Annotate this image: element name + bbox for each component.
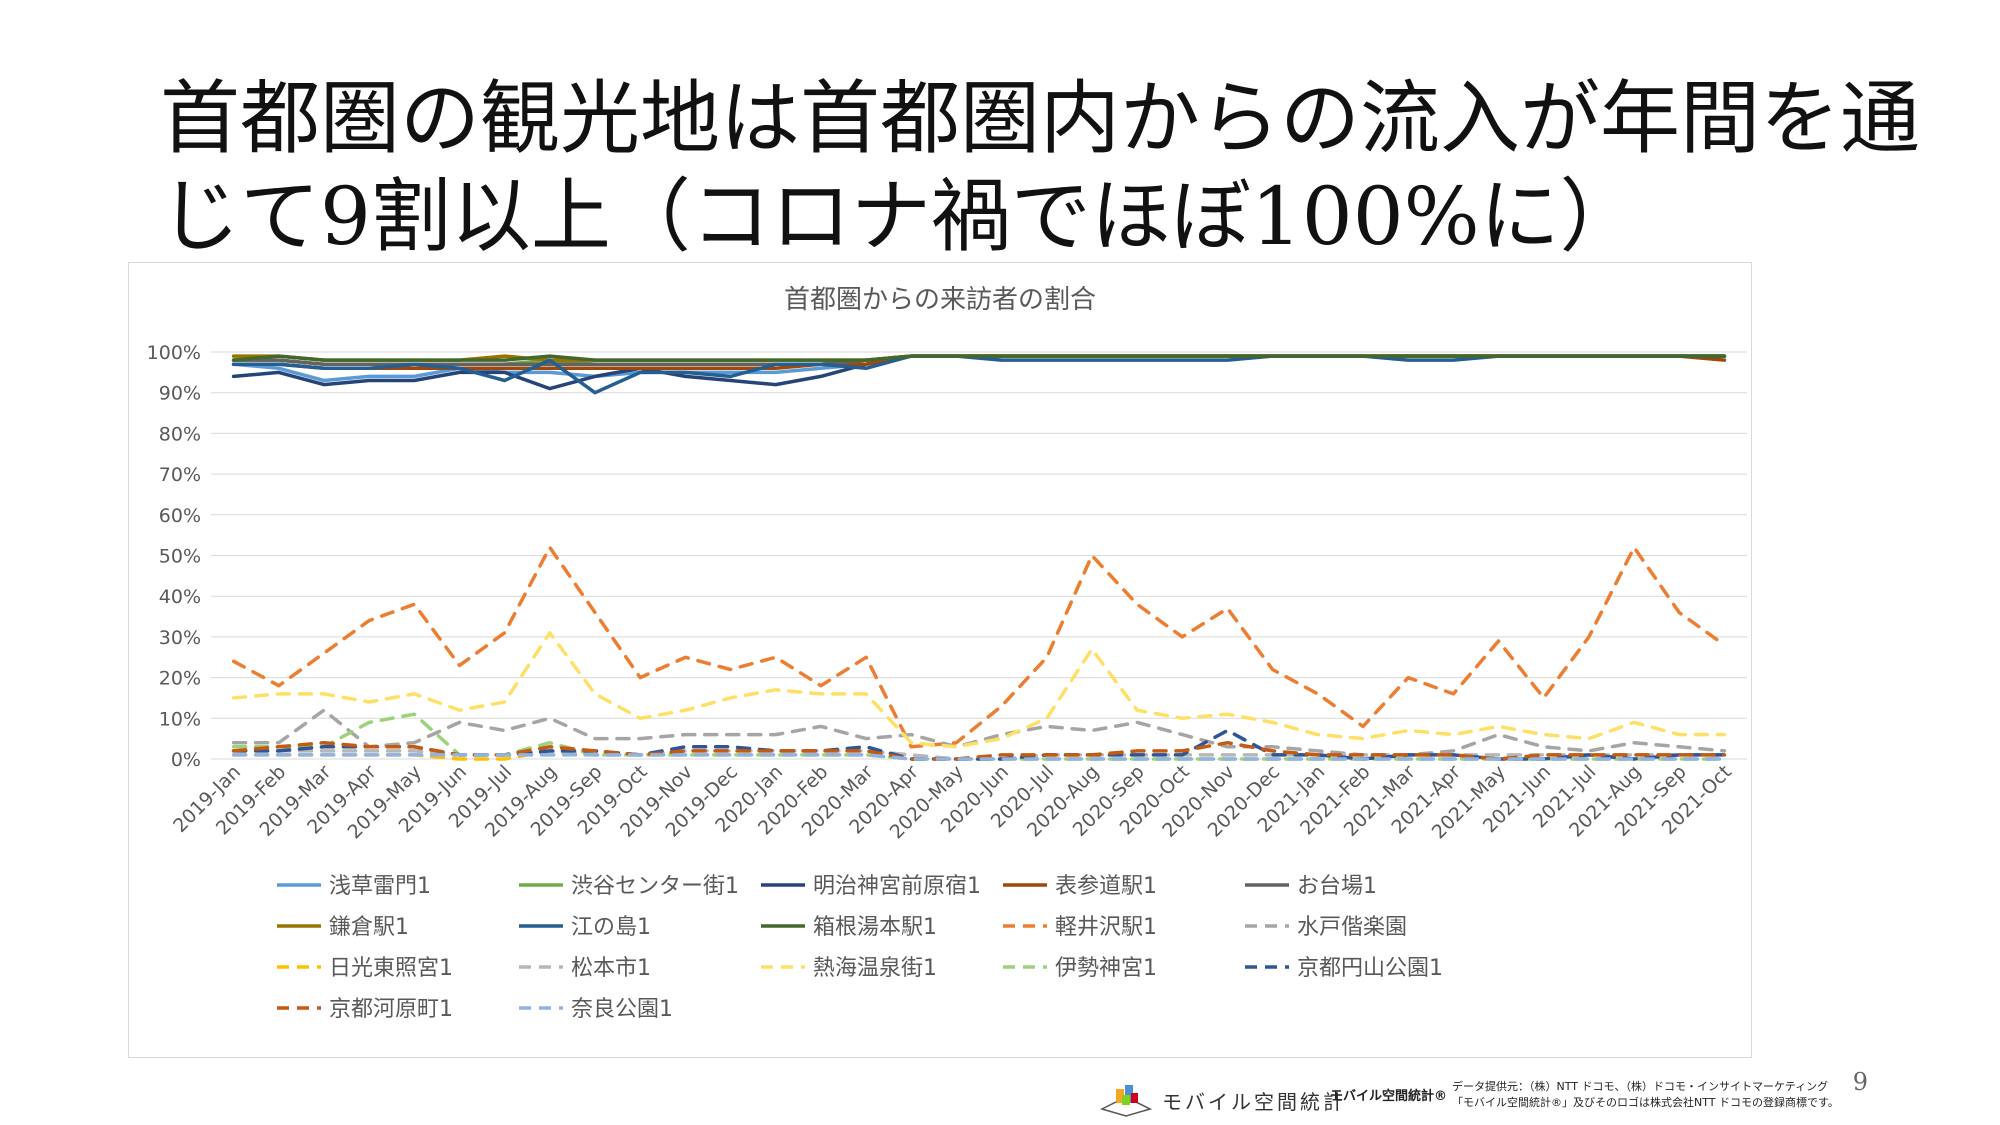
y-tick-label: 80% (159, 423, 201, 445)
legend-label: お台場1 (1297, 874, 1377, 899)
mobile-spatial-statistics-logo-icon (1100, 1085, 1152, 1117)
series-line-13 (231, 712, 1727, 761)
legend-label: 日光東照宮1 (329, 956, 453, 981)
legend-label: 軽井沢駅1 (1055, 915, 1157, 940)
legend-label: 京都河原町1 (329, 997, 453, 1022)
series-line-12 (231, 631, 1727, 749)
legend-label: 奈良公園1 (571, 997, 673, 1022)
y-tick-label: 50% (159, 546, 201, 568)
legend-label: 渋谷センター街1 (571, 874, 739, 899)
series-line-9 (231, 708, 1727, 757)
y-tick-label: 100% (147, 342, 201, 364)
slide-title: 首都圏の観光地は首都圏内からの流入が年間を通 じて9割以上（コロナ禍でほぼ100… (160, 70, 1920, 266)
legend-label: 明治神宮前原宿1 (813, 874, 981, 899)
legend-label: 京都円山公園1 (1297, 956, 1443, 981)
legend-label: 熱海温泉街1 (813, 956, 937, 981)
y-tick-label: 40% (159, 586, 201, 608)
legend-label: 表参道駅1 (1055, 874, 1157, 899)
y-tick-label: 30% (159, 627, 201, 649)
slide-title-line-2: じて9割以上（コロナ禍でほぼ100%に） (160, 170, 1640, 263)
footer-logo: モバイル空間統計 (1100, 1080, 1346, 1120)
chart-title: 首都圏からの来訪者の割合 (784, 285, 1096, 315)
y-tick-label: 70% (159, 464, 201, 486)
legend-label: 鎌倉駅1 (329, 915, 409, 940)
page-number: 9 (1852, 1068, 1868, 1096)
footer-credit: データ提供元：（株）NTT ドコモ、（株）ドコモ・インサイトマーケティング 「モ… (1452, 1079, 1872, 1111)
legend-label: 松本市1 (571, 956, 651, 981)
legend-label: 箱根湯本駅1 (813, 915, 937, 940)
y-tick-label: 90% (159, 383, 201, 405)
y-tick-label: 10% (159, 708, 201, 730)
legend-label: 浅草雷門1 (329, 874, 431, 899)
y-tick-label: 60% (159, 505, 201, 527)
line-chart: 首都圏からの来訪者の割合 0% 10% 20% 30% 40% 50% 60% 70% 80% 90… (147, 285, 1747, 1022)
series-line-6 (231, 354, 1727, 395)
footer-credit-line-2: 「モバイル空間統計®」及びそのロゴは株式会社NTT ドコモの登録商標です。 (1452, 1096, 1839, 1109)
legend-label: 伊勢神宮1 (1055, 956, 1157, 981)
slide-title-line-1: 首都圏の観光地は首都圏内からの流入が年間を通 (160, 72, 1920, 165)
legend-label: 水戸偕楽園 (1297, 915, 1407, 940)
series-line-7 (231, 354, 1727, 362)
footer-credit-line-1: データ提供元：（株）NTT ドコモ、（株）ドコモ・インサイトマーケティング (1452, 1080, 1829, 1093)
footer-brand: モバイル空間統計® (1330, 1089, 1448, 1104)
chart-frame: 首都圏からの来訪者の割合 0% 10% 20% 30% 40% 50% 60% 70% 80% 90… (128, 262, 1752, 1058)
series-line-16 (231, 753, 1727, 761)
footer-logo-text: モバイル空間統計 (1162, 1089, 1346, 1114)
legend-label: 江の島1 (571, 915, 651, 940)
y-tick-label: 0% (171, 749, 201, 771)
series-line-8 (231, 545, 1727, 749)
y-tick-label: 20% (159, 668, 201, 690)
